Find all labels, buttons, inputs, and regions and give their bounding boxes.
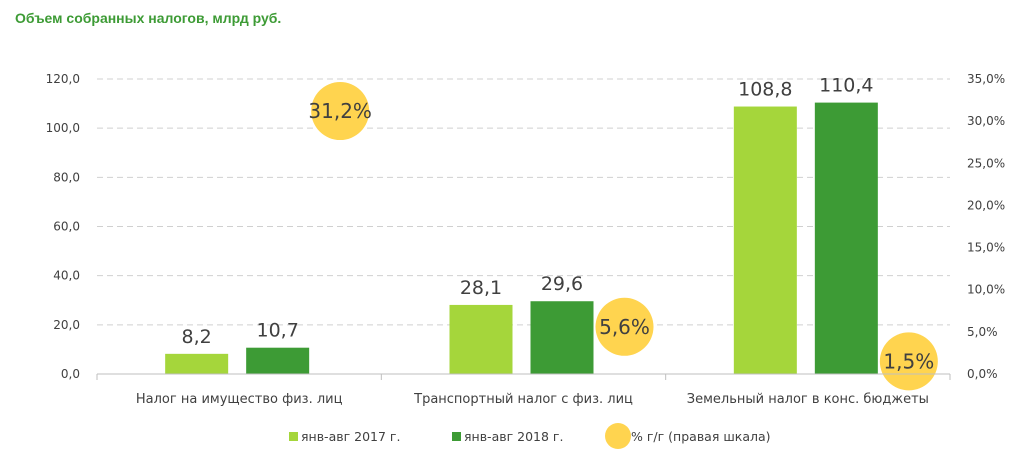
chart-title: Объем собранных налогов, млрд руб. (15, 10, 282, 26)
y-left-tick-label: 120,0 (46, 72, 80, 86)
bar-value-label: 29,6 (541, 273, 583, 295)
legend-marker (605, 423, 631, 449)
data-labels: 8,2 28,1 108,8 10,7 29,6 110,4 (182, 75, 874, 348)
legend-label: янв-авг 2017 г. (301, 429, 400, 444)
growth-bubble-label: 1,5% (883, 349, 934, 373)
bar (530, 301, 594, 374)
y-left-tick-label: 60,0 (53, 220, 80, 234)
legend-marker (289, 432, 298, 441)
y-right-tick-label: 30,0% (967, 114, 1005, 128)
bar-value-label: 10,7 (257, 320, 299, 342)
legend-label: % г/г (правая шкала) (631, 429, 771, 444)
x-category-label: Налог на имущество физ. лиц (136, 392, 343, 407)
y-axis-left: 0,0 20,0 40,0 60,0 80,0 100,0 120,0 (46, 72, 80, 381)
y-left-tick-label: 100,0 (46, 121, 80, 135)
y-axis-right: 0,0% 5,0% 10,0% 15,0% 20,0% 25,0% 30,0% 35,0% (967, 72, 1005, 381)
growth-bubble (879, 332, 938, 391)
y-right-tick-label: 0,0% (967, 367, 998, 381)
y-left-tick-label: 40,0 (53, 269, 80, 283)
x-category-label: Транспортный налог с физ. лиц (413, 392, 633, 407)
bar-value-label: 28,1 (460, 277, 502, 299)
y-right-tick-label: 10,0% (967, 283, 1005, 297)
legend: янв-авг 2017 г. янв-авг 2018 г. % г/г (пра… (289, 423, 771, 449)
bar (449, 304, 513, 374)
growth-bubble (311, 82, 370, 141)
bars (165, 102, 878, 375)
growth-bubbles: 31,2% 5,6% 1,5% (308, 82, 938, 391)
x-axis: Налог на имущество физ. лиц Транспортный … (96, 373, 951, 407)
y-right-tick-label: 20,0% (967, 198, 1005, 212)
y-left-tick-label: 20,0 (53, 318, 80, 332)
x-category-label: Земельный налог в конс. бюджеты (687, 392, 929, 407)
legend-marker (452, 432, 461, 441)
bar (246, 347, 310, 374)
bar-value-label: 8,2 (182, 326, 212, 348)
bar-value-label: 108,8 (738, 79, 792, 101)
bar-value-label: 110,4 (819, 75, 873, 97)
y-right-tick-label: 25,0% (967, 156, 1005, 170)
bar (165, 353, 229, 374)
bar (814, 102, 878, 374)
growth-bubble-label: 5,6% (599, 315, 650, 339)
growth-bubble-label: 31,2% (308, 99, 372, 123)
y-left-tick-label: 0,0 (61, 367, 80, 381)
y-right-tick-label: 15,0% (967, 241, 1005, 255)
legend-label: янв-авг 2018 г. (464, 429, 563, 444)
growth-bubble (595, 297, 654, 356)
y-right-tick-label: 35,0% (967, 72, 1005, 86)
y-left-tick-label: 80,0 (53, 170, 80, 184)
y-right-tick-label: 5,0% (967, 325, 998, 339)
gridlines (97, 78, 950, 326)
bar (733, 106, 797, 375)
